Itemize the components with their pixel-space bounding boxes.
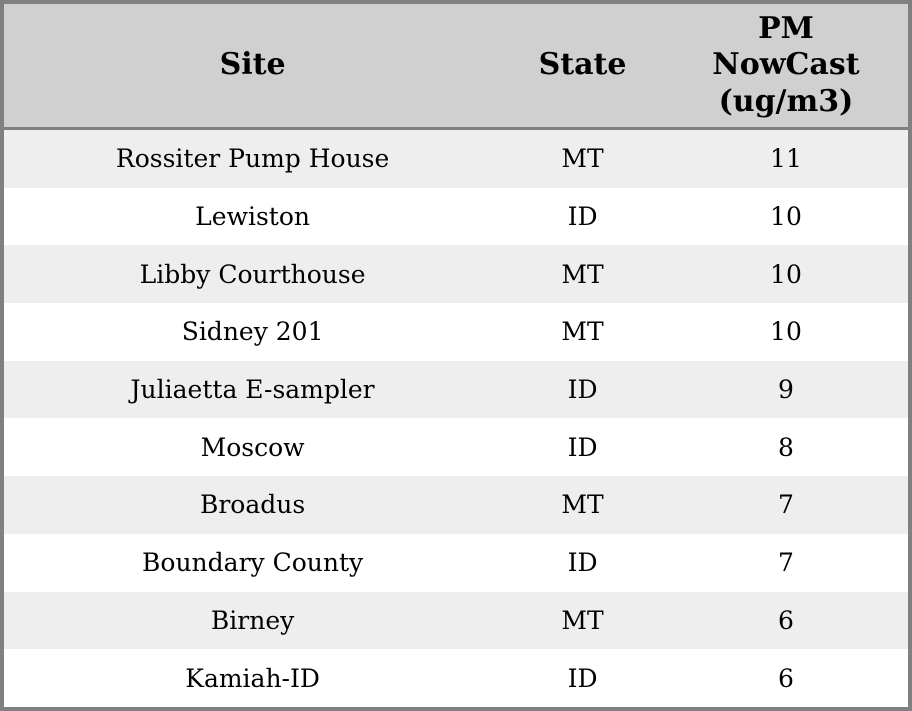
pm-value-cell: 7 [778, 490, 794, 520]
site-cell: Moscow [200, 432, 305, 462]
site-cell: Sidney 201 [181, 317, 324, 347]
site-cell: Libby Courthouse [139, 259, 366, 289]
header-state-label: State [538, 47, 627, 83]
header-pm-nowcast: PM NowCast (ug/m3) [663, 4, 908, 130]
site-cell: Broadus [199, 490, 306, 520]
state-cell: ID [567, 375, 598, 405]
state-cell: MT [561, 144, 604, 174]
state-cell: ID [567, 548, 598, 578]
table-row: Broadus MT 7 [4, 476, 908, 534]
header-row: Site State PM NowCast (ug/m3) [4, 4, 908, 130]
pm-value-cell: 7 [778, 548, 794, 578]
site-cell: Birney [210, 605, 295, 635]
state-cell: ID [567, 202, 598, 232]
state-cell: ID [567, 663, 598, 693]
table-row: Birney MT 6 [4, 591, 908, 650]
header-site: Site [4, 4, 502, 130]
table-row: Moscow ID 8 [4, 418, 908, 477]
state-cell: MT [561, 317, 604, 347]
table-row: Juliaetta E-sampler ID 9 [4, 360, 908, 419]
site-cell: Juliaetta E-sampler [130, 375, 375, 405]
pm-value-cell: 10 [770, 317, 802, 347]
header-state: State [501, 4, 664, 130]
table-row: Libby Courthouse MT 10 [4, 245, 908, 304]
site-cell: Rossiter Pump House [115, 144, 390, 174]
site-cell: Lewiston [195, 202, 310, 232]
pm-value-cell: 6 [778, 605, 794, 635]
header-site-label: Site [219, 47, 286, 83]
table-row: Sidney 201 MT 10 [4, 303, 908, 361]
pm-value-cell: 9 [778, 375, 794, 405]
pm-nowcast-table: Site State PM NowCast (ug/m3) Rossiter P… [4, 4, 908, 707]
table-row: Rossiter Pump House MT 11 [4, 128, 908, 188]
table-row: Boundary County ID 7 [4, 533, 908, 592]
site-cell: Kamiah-ID [185, 663, 320, 693]
state-cell: MT [561, 605, 604, 635]
pm-value-cell: 11 [770, 144, 802, 174]
table-row: Kamiah-ID ID 6 [4, 649, 908, 707]
pm-value-cell: 10 [770, 202, 802, 232]
table-row: Lewiston ID 10 [4, 187, 908, 246]
pm-value-cell: 8 [778, 432, 794, 462]
pm-value-cell: 10 [770, 259, 802, 289]
table-body: Rossiter Pump House MT 11 Lewiston ID 10… [4, 128, 908, 707]
state-cell: MT [561, 490, 604, 520]
table-header: Site State PM NowCast (ug/m3) [4, 4, 908, 130]
state-cell: ID [567, 432, 598, 462]
site-cell: Boundary County [142, 548, 364, 578]
header-pm-nowcast-label: PM NowCast (ug/m3) [712, 10, 860, 119]
pm-value-cell: 6 [778, 663, 794, 693]
state-cell: MT [561, 259, 604, 289]
